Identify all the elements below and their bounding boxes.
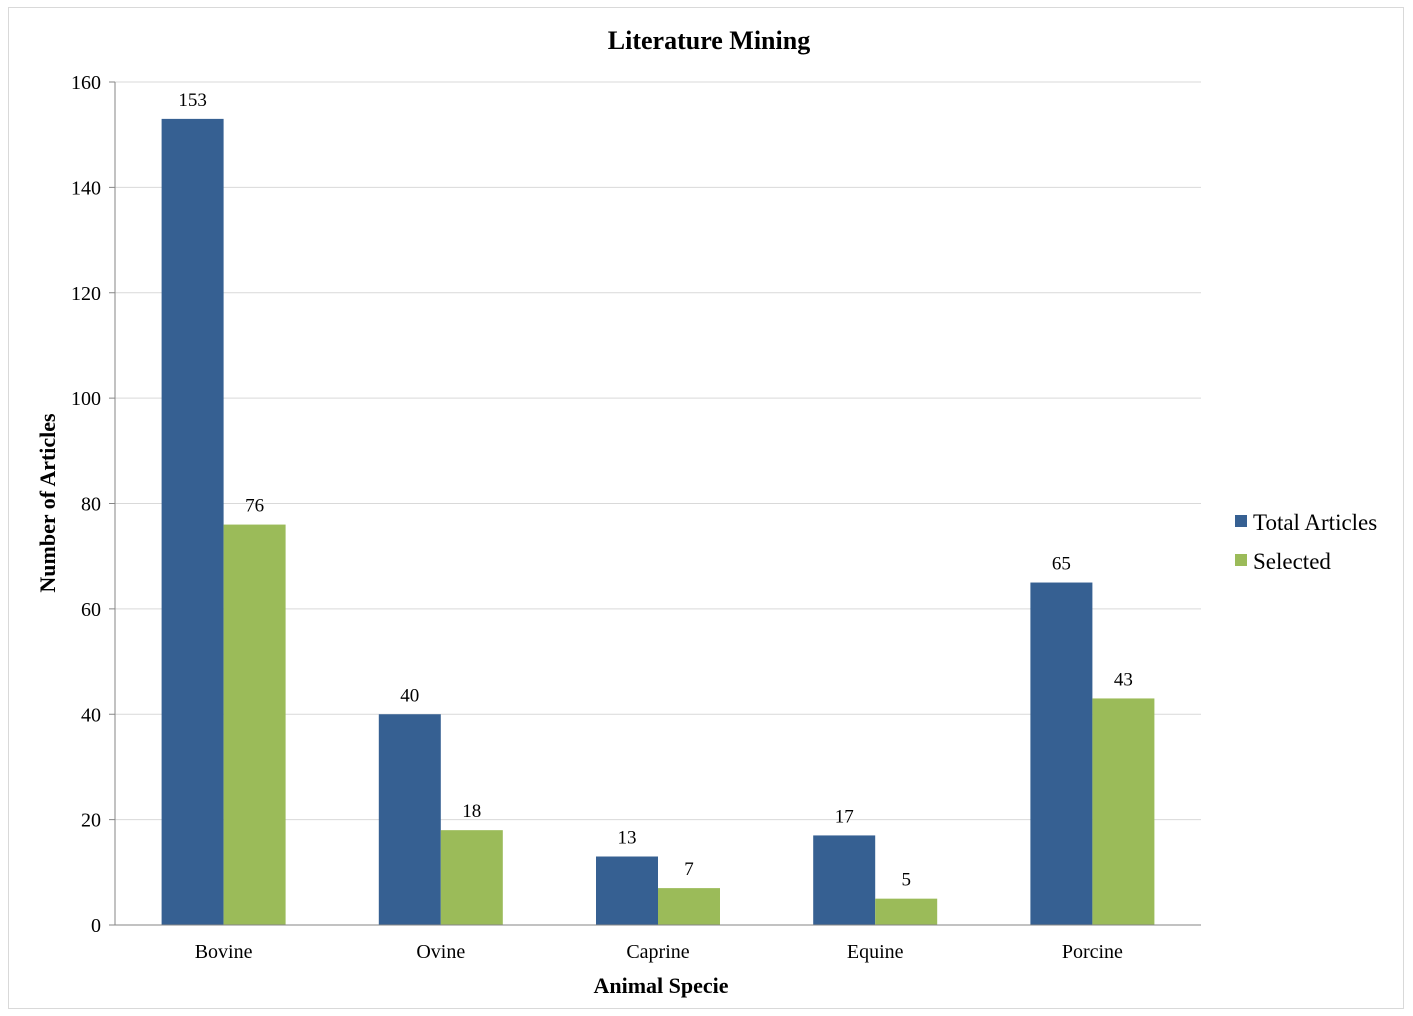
data-label: 153 — [178, 90, 207, 111]
y-tick-label: 140 — [71, 177, 101, 199]
chart-title: Literature Mining — [608, 26, 810, 55]
y-tick-label: 0 — [91, 915, 101, 937]
y-tick-label: 20 — [81, 810, 101, 832]
y-axis-title: Number of Articles — [35, 413, 60, 593]
bar — [223, 524, 286, 925]
bar — [1092, 698, 1155, 925]
bar — [875, 898, 938, 925]
bar — [378, 714, 441, 925]
data-label: 43 — [1114, 669, 1133, 690]
bar — [161, 118, 224, 926]
legend-swatch — [1235, 554, 1247, 566]
legend: Total Articles Selected — [1235, 510, 1377, 574]
x-tick-label: Bovine — [195, 941, 253, 963]
legend-label: Selected — [1253, 549, 1331, 574]
data-label: 65 — [1052, 554, 1071, 575]
data-label: 40 — [400, 685, 419, 706]
x-axis-ticks: Bovine Ovine Caprine Equine Porcine — [195, 941, 1123, 963]
data-label: 76 — [245, 496, 264, 517]
y-tick-label: 100 — [71, 388, 101, 410]
x-axis-title: Animal Specie — [593, 973, 728, 998]
y-tick-label: 80 — [81, 494, 101, 516]
x-tick-label: Ovine — [416, 941, 465, 963]
bars — [161, 118, 1155, 926]
data-label: 17 — [835, 806, 854, 827]
gridlines — [115, 81, 1201, 821]
x-tick-label: Porcine — [1062, 941, 1123, 963]
data-labels: 153 76 40 18 13 7 17 5 65 43 — [178, 90, 1133, 891]
y-tick-label: 160 — [71, 72, 101, 94]
y-axis-ticks: 0 20 40 60 80 100 120 140 160 — [71, 72, 115, 937]
x-tick-label: Equine — [847, 941, 904, 963]
bar — [440, 830, 503, 925]
bar — [1030, 582, 1093, 925]
bar — [658, 888, 720, 925]
y-tick-label: 40 — [81, 704, 101, 726]
bar — [813, 835, 876, 925]
x-tick-label: Caprine — [626, 941, 689, 963]
data-label: 13 — [618, 828, 637, 849]
y-tick-label: 120 — [71, 283, 101, 305]
data-label: 5 — [901, 870, 911, 891]
data-label: 18 — [462, 801, 481, 822]
bar — [596, 856, 658, 925]
legend-swatch — [1235, 515, 1247, 527]
legend-label: Total Articles — [1253, 510, 1377, 535]
data-label: 7 — [684, 859, 694, 880]
y-tick-label: 60 — [81, 599, 101, 621]
